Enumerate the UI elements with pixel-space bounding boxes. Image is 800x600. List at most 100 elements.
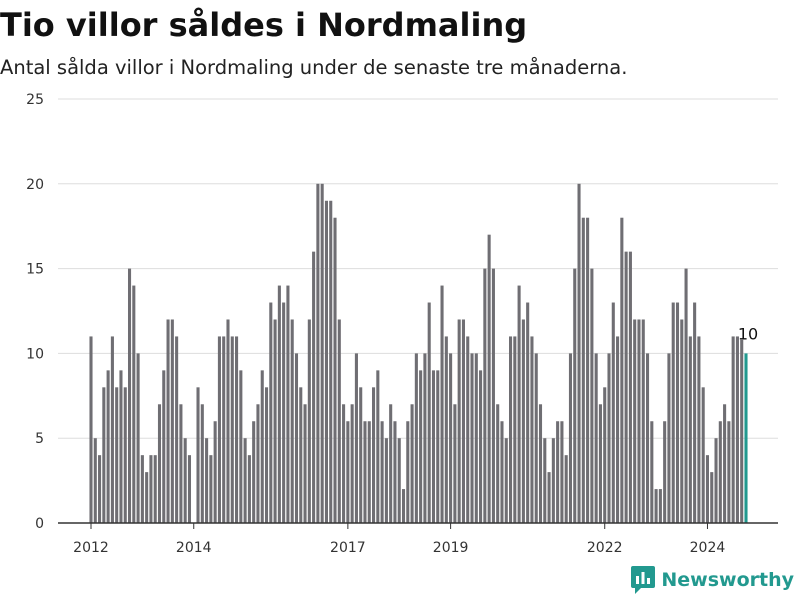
bar <box>714 438 718 523</box>
y-tick-label: 25 <box>26 92 44 108</box>
bar <box>89 336 93 523</box>
bar <box>573 268 577 523</box>
bar <box>354 353 358 523</box>
bar <box>534 353 538 523</box>
bar <box>688 336 692 523</box>
bar <box>132 285 136 523</box>
bar <box>620 217 624 523</box>
bar <box>590 268 594 523</box>
bar <box>367 421 371 523</box>
bar <box>538 404 543 523</box>
bar <box>269 302 273 523</box>
bar <box>470 353 474 523</box>
bar <box>705 455 710 523</box>
bar <box>140 455 144 523</box>
bar <box>264 387 269 523</box>
bar <box>389 404 393 523</box>
bar <box>513 336 517 523</box>
bar <box>611 302 615 523</box>
bar <box>217 336 221 523</box>
bar <box>436 370 440 523</box>
bar <box>329 200 333 523</box>
bar <box>213 421 217 523</box>
bar <box>568 353 573 523</box>
bar <box>239 370 243 523</box>
bar <box>710 472 714 523</box>
bar <box>115 387 119 523</box>
bar <box>723 404 727 523</box>
bar <box>500 421 504 523</box>
y-tick-label: 15 <box>26 262 44 278</box>
chart-subtitle: Antal sålda villor i Nordmaling under de… <box>0 56 628 79</box>
bar <box>312 251 316 523</box>
bar <box>641 319 645 523</box>
bar <box>581 217 585 523</box>
bar <box>187 455 192 523</box>
bar <box>453 404 457 523</box>
bar <box>586 217 590 523</box>
bar <box>183 438 187 523</box>
bar <box>307 319 311 523</box>
bar <box>628 251 632 523</box>
bar <box>252 421 256 523</box>
bar <box>222 336 226 523</box>
bar <box>393 421 397 523</box>
bar <box>397 438 401 523</box>
y-tick-label: 10 <box>26 346 44 362</box>
bar <box>680 319 684 523</box>
bar <box>594 353 598 523</box>
bar <box>444 336 448 523</box>
bar <box>359 387 363 523</box>
bar <box>286 285 290 523</box>
bar <box>560 421 564 523</box>
bar <box>350 404 354 523</box>
bar <box>663 421 667 523</box>
bar <box>406 421 410 523</box>
bar <box>149 455 153 523</box>
bar <box>153 455 157 523</box>
bar <box>324 200 328 523</box>
y-tick-label: 5 <box>35 431 44 447</box>
bar <box>157 404 162 523</box>
bar <box>607 353 611 523</box>
bar <box>145 472 149 523</box>
bar <box>170 319 174 523</box>
bar <box>243 438 247 523</box>
bar <box>449 353 453 523</box>
y-tick-label: 20 <box>26 177 44 193</box>
bar <box>731 336 735 523</box>
bar <box>376 370 380 523</box>
bar <box>372 387 376 523</box>
bar <box>577 183 581 524</box>
highlight-bar <box>744 353 748 523</box>
bar <box>93 438 97 523</box>
bar <box>303 404 307 523</box>
bar <box>316 183 320 524</box>
bar <box>637 319 641 523</box>
bar <box>461 319 465 523</box>
x-tick-label: 2019 <box>433 540 469 556</box>
bar <box>457 319 461 523</box>
bar <box>658 489 662 523</box>
x-tick-label: 2012 <box>73 540 109 556</box>
bar <box>260 370 264 523</box>
bar <box>675 302 680 523</box>
bar <box>179 404 183 523</box>
bar <box>530 336 534 523</box>
bar <box>697 336 701 523</box>
bar <box>294 353 299 523</box>
bar <box>633 319 637 523</box>
bar <box>735 336 739 523</box>
bar <box>616 336 620 523</box>
bar <box>598 404 602 523</box>
bar <box>526 302 530 523</box>
bar <box>684 268 688 523</box>
bar <box>277 285 281 523</box>
bar <box>556 421 560 523</box>
bar <box>645 353 650 523</box>
bar <box>624 251 628 523</box>
bar <box>427 302 431 523</box>
bar <box>384 438 388 523</box>
bar <box>119 370 123 523</box>
